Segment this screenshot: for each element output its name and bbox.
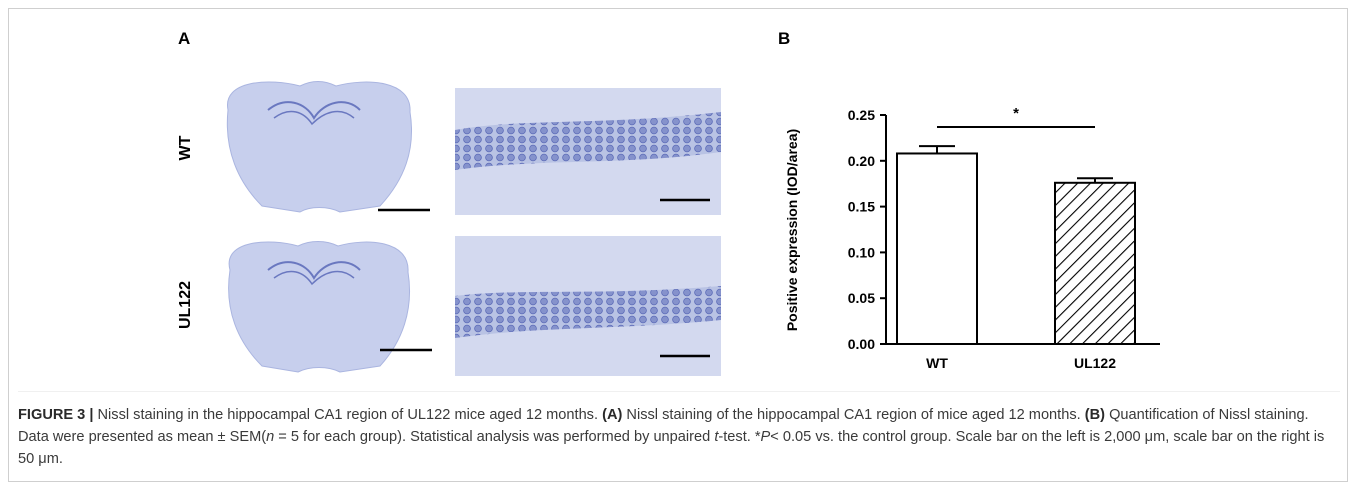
caption-ref: (B) [1084, 407, 1106, 423]
caption-symbol: P [760, 429, 771, 445]
y-tick-label: 0.25 [848, 107, 875, 123]
error-bar [1077, 177, 1113, 183]
error-bar [919, 145, 955, 154]
caption-text: = 5 for each group). Statistical analysi… [274, 429, 715, 445]
y-tick-label: 0.20 [848, 153, 875, 169]
caption-symbol: t [714, 429, 719, 445]
panel-label: A [178, 29, 190, 48]
brain-section-image [228, 241, 411, 373]
y-tick-label: 0.05 [848, 290, 875, 306]
y-tick-label: 0.00 [848, 336, 875, 352]
y-axis-label: Positive expression (IOD/area) [784, 129, 800, 331]
bar [1054, 181, 1136, 345]
caption-ref: (A) [602, 407, 623, 423]
micrograph-image [455, 88, 721, 215]
figure-frame [8, 8, 1348, 482]
caption-text: < 0.05 vs. the control group. Scale bar … [18, 429, 1325, 467]
caption-text: Nissl staining in the hippocampal CA1 re… [93, 407, 603, 423]
micrograph-image [455, 236, 721, 376]
caption-lead: FIGURE 3 | [18, 407, 94, 423]
x-tick-label: WT [926, 355, 948, 371]
caption-symbol: n [266, 429, 275, 445]
significance-label: * [1013, 105, 1019, 122]
x-tick-label: UL122 [1074, 355, 1116, 371]
panel-label: B [778, 29, 790, 48]
caption-text: Quantification of Nissl staining. Data w… [18, 407, 1309, 445]
bar [896, 152, 978, 345]
figure: A B WT UL122 Positive expression (IOD/ar… [18, 29, 1340, 392]
caption: FIGURE 3 | Nissl staining in the hippoca… [18, 404, 1340, 470]
caption-text: Nissl staining of the hippocampal CA1 re… [622, 407, 1085, 423]
y-tick-label: 0.15 [848, 199, 875, 215]
y-tick-label: 0.10 [848, 244, 875, 260]
caption-text: -test. * [718, 429, 761, 445]
row-label: WT [177, 135, 194, 160]
row-label: UL122 [177, 281, 194, 329]
brain-section-image [226, 81, 413, 213]
